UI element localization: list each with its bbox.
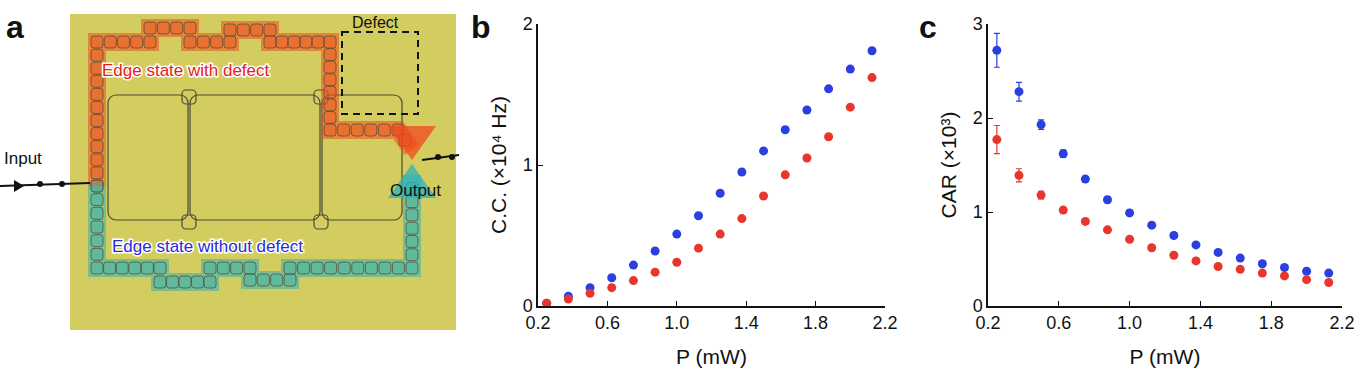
svg-text:P (mW): P (mW) <box>1130 345 1201 368</box>
svg-text:2: 2 <box>973 108 983 128</box>
svg-text:1.0: 1.0 <box>664 313 689 333</box>
svg-text:0.6: 0.6 <box>595 313 620 333</box>
svg-text:Edge state without defect: Edge state without defect <box>112 237 303 256</box>
svg-text:0: 0 <box>973 296 983 316</box>
svg-text:1: 1 <box>523 155 533 175</box>
svg-text:0.6: 0.6 <box>1046 313 1071 333</box>
svg-text:CAR (×10³): CAR (×10³) <box>937 112 960 219</box>
svg-text:0.2: 0.2 <box>975 313 1000 333</box>
svg-text:Edge state with defect: Edge state with defect <box>102 61 270 80</box>
svg-text:2.2: 2.2 <box>1329 313 1354 333</box>
svg-text:1.0: 1.0 <box>1117 313 1142 333</box>
svg-text:1.4: 1.4 <box>1188 313 1213 333</box>
svg-text:1.8: 1.8 <box>803 313 828 333</box>
svg-text:P (mW): P (mW) <box>676 345 747 368</box>
svg-text:2: 2 <box>523 14 533 34</box>
svg-text:C.C. (×10⁴ Hz): C.C. (×10⁴ Hz) <box>487 96 510 234</box>
svg-text:Output: Output <box>390 181 441 200</box>
svg-text:Defect: Defect <box>352 14 399 31</box>
svg-text:c: c <box>919 9 937 45</box>
svg-text:1: 1 <box>973 202 983 222</box>
svg-text:b: b <box>471 9 491 45</box>
svg-text:2.2: 2.2 <box>872 313 897 333</box>
svg-text:1.4: 1.4 <box>734 313 759 333</box>
svg-text:1.8: 1.8 <box>1259 313 1284 333</box>
svg-text:0: 0 <box>523 296 533 316</box>
svg-text:3: 3 <box>973 14 983 34</box>
svg-text:0.2: 0.2 <box>525 313 550 333</box>
svg-text:a: a <box>6 9 24 45</box>
svg-text:Input: Input <box>4 149 42 168</box>
